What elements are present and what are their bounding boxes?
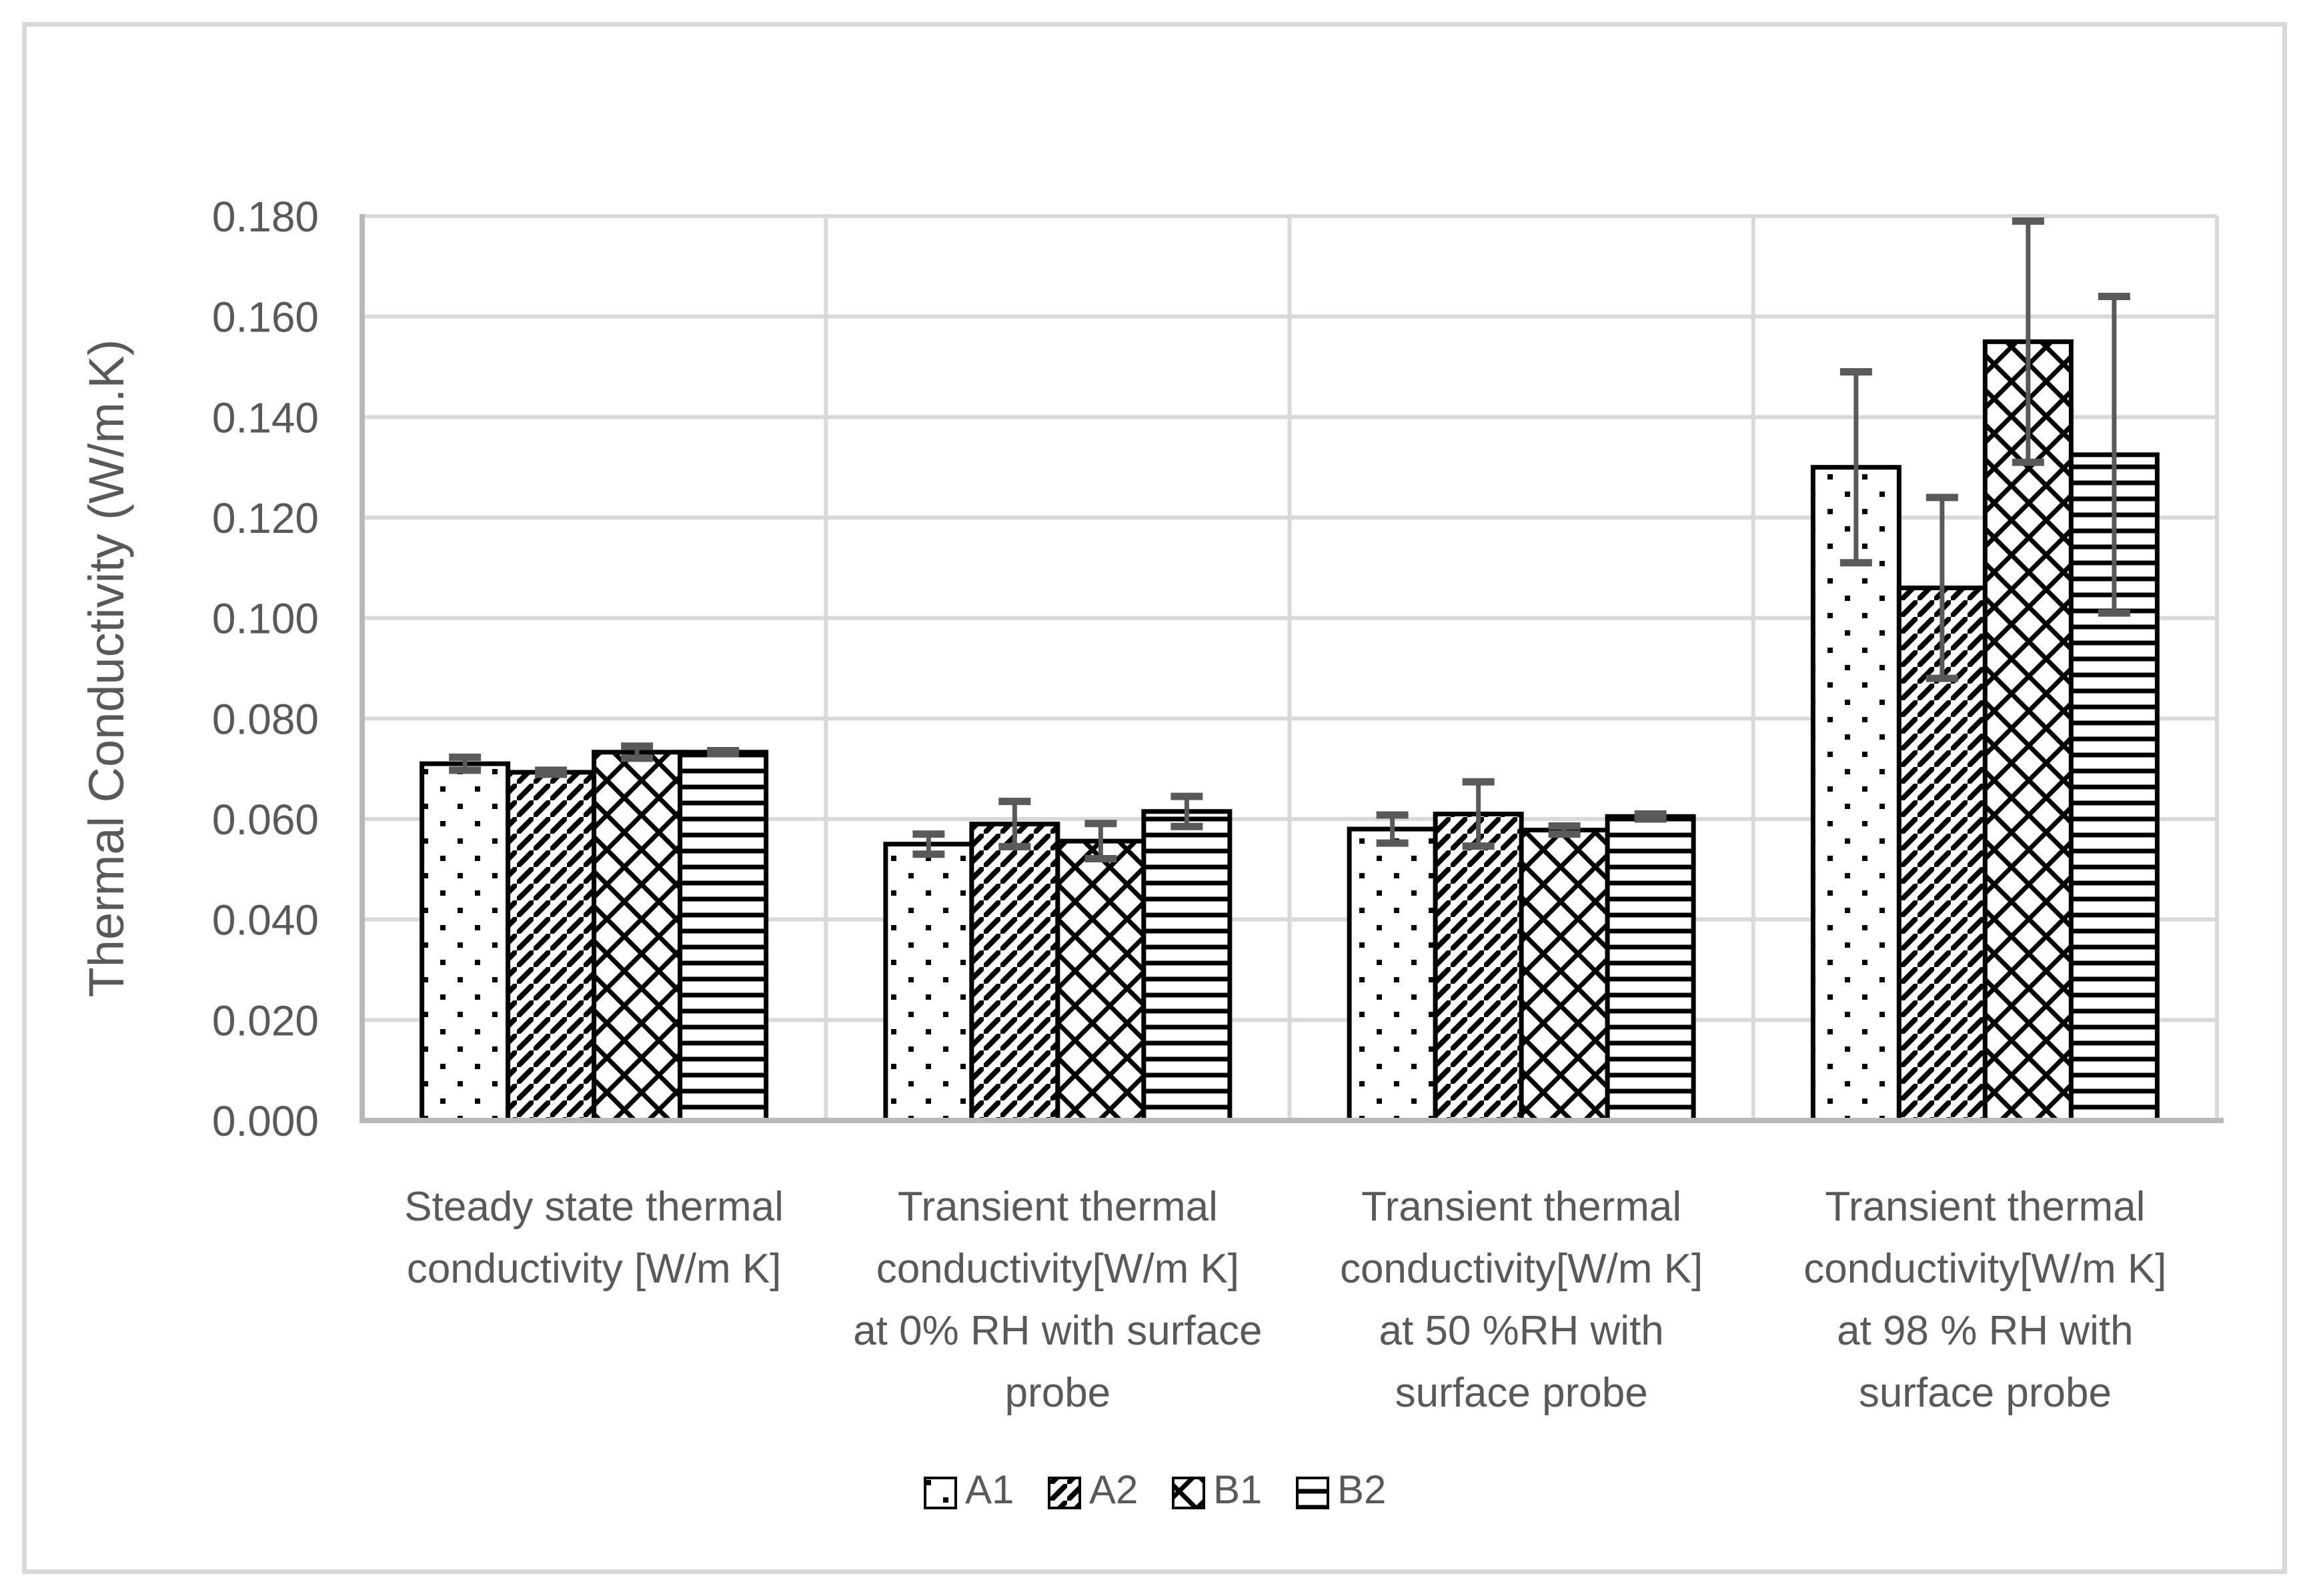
axis-labels: 0.000 0.020 0.040 0.060 0.080 0.100 0.120 0.140…: [212, 193, 2167, 1416]
error-bar-B2-cat4: [2098, 293, 2130, 617]
error-bar-B1-cat3: [1548, 822, 1581, 838]
legend-item-B2: B2: [1296, 1467, 1386, 1512]
legend-label-B2: B2: [1337, 1467, 1386, 1512]
error-bar-A1-cat3: [1376, 811, 1409, 847]
error-bar-B1-cat4: [2012, 217, 2044, 466]
error-bar-A1-cat1: [449, 753, 482, 774]
y-tick-label: 0.160: [212, 293, 319, 341]
legend-label-B1: B1: [1213, 1467, 1262, 1512]
legend-label-A1: A1: [965, 1467, 1014, 1512]
y-tick-label: 0.100: [212, 595, 319, 643]
bar-B2-cat2: [1141, 809, 1233, 1123]
bar-B2-cat1: [678, 750, 769, 1123]
error-bar-B2-cat1: [707, 747, 740, 758]
bar-A2-cat1: [506, 770, 597, 1123]
bar-A2-cat2: [969, 822, 1060, 1123]
bar-A1-cat3: [1347, 826, 1438, 1123]
legend-label-A2: A2: [1089, 1467, 1138, 1512]
y-tick-label: 0.080: [212, 695, 319, 743]
legend-item-A1: A1: [924, 1467, 1014, 1512]
y-tick-label: 0.120: [212, 494, 319, 542]
axes: [359, 214, 2224, 1123]
legend-swatch-B1: [1172, 1477, 1205, 1509]
bar-B2-cat3: [1605, 814, 1696, 1123]
x-category-label: Transient thermal conductivity[W/m K] at 0…: [853, 1184, 1262, 1416]
bar-A1-cat2: [883, 842, 974, 1123]
legend-swatch-A2: [1048, 1477, 1081, 1509]
legend-item-A2: A2: [1048, 1467, 1138, 1512]
x-category-label: Transient thermal conductivity[W/m K] at 5…: [1340, 1184, 1703, 1416]
error-bar-A1-cat2: [912, 830, 945, 858]
y-tick-label: 0.060: [212, 796, 319, 844]
legend-item-B1: B1: [1172, 1467, 1262, 1512]
error-bar-B1-cat2: [1084, 820, 1117, 863]
y-tick-label: 0.020: [212, 996, 319, 1044]
y-tick-label: 0.180: [212, 193, 319, 241]
bar-B1-cat1: [592, 750, 683, 1123]
bar-B1-cat4: [1982, 339, 2074, 1123]
y-axis-title: Thermal Conductivity (W/m.K): [79, 339, 134, 998]
error-bar-A2-cat1: [535, 766, 568, 778]
legend-swatch-B2: [1296, 1477, 1329, 1509]
error-bar-B1-cat1: [621, 742, 654, 762]
bar-B1-cat2: [1055, 838, 1146, 1123]
error-bar-B2-cat3: [1634, 810, 1667, 823]
figure-border: [22, 22, 2287, 1574]
y-tick-label: 0.140: [212, 393, 319, 442]
y-tick-label: 0.040: [212, 896, 319, 944]
error-bar-B2-cat2: [1171, 792, 1203, 830]
error-bar-A2-cat4: [1926, 494, 1958, 682]
legend: A1 A2 B1 B2: [924, 1467, 1386, 1512]
y-tick-label: 0.000: [212, 1097, 319, 1145]
error-bar-A2-cat2: [998, 798, 1031, 850]
legend-swatch-A1: [924, 1477, 957, 1509]
error-bar-A1-cat4: [1839, 368, 1872, 567]
bar-B1-cat3: [1519, 828, 1610, 1123]
error-bar-A2-cat3: [1462, 778, 1495, 850]
bar-A1-cat1: [420, 761, 511, 1123]
x-category-label: Transient thermal conductivity[W/m K] at 9…: [1803, 1184, 2166, 1416]
bar-A1-cat4: [1810, 465, 1901, 1123]
x-category-label: Steady state thermal conductivity [W/m K]: [404, 1184, 784, 1292]
bar-A2-cat3: [1433, 811, 1524, 1123]
error-bars: [449, 217, 2130, 863]
